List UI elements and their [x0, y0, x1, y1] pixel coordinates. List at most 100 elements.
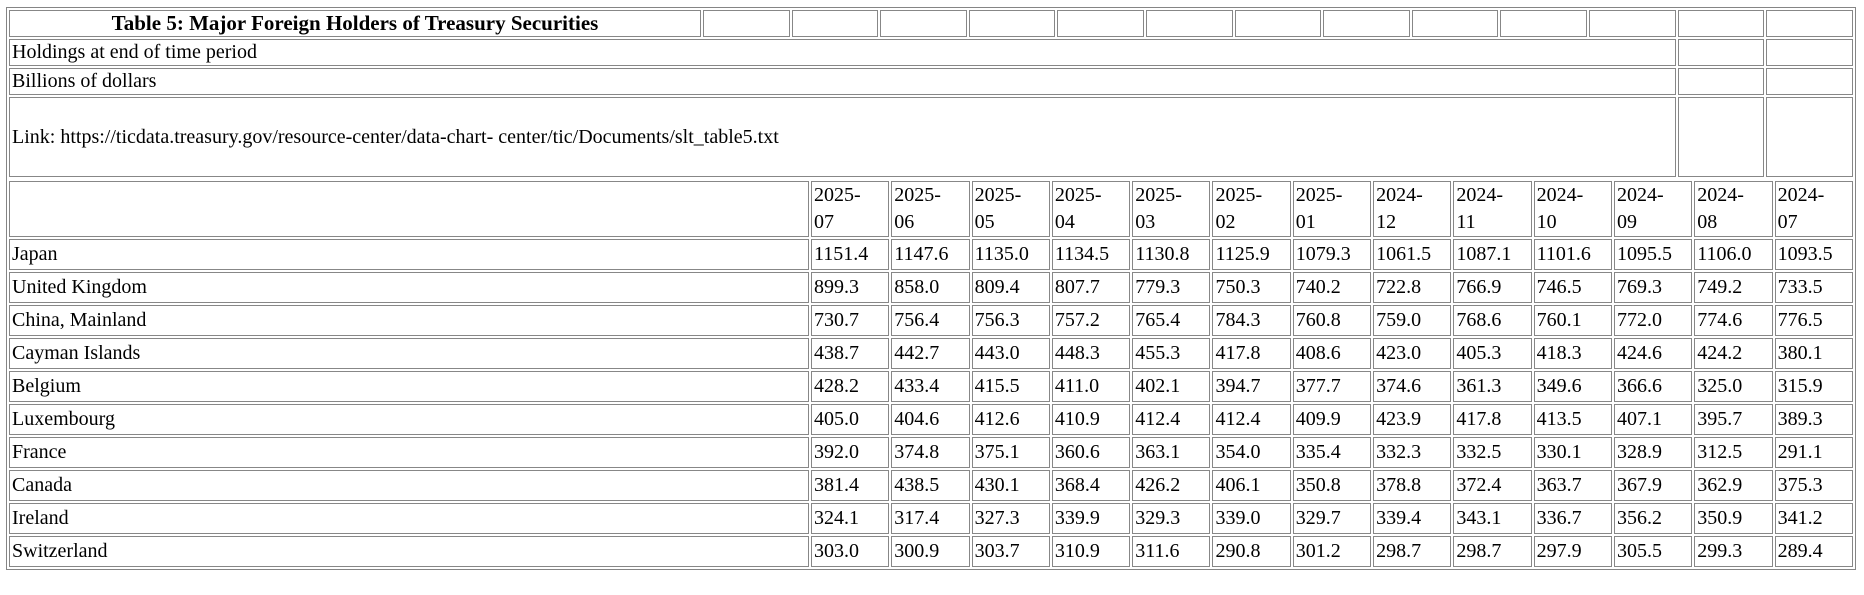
- empty-cell: [968, 10, 1056, 37]
- holding-value: 1125.9: [1212, 239, 1291, 270]
- holding-value: 405.0: [811, 404, 890, 435]
- country-row: Belgium 428.2 433.4 415.5 411.0 402.1 394.7 377…: [9, 371, 1853, 402]
- holding-value: 339.0: [1212, 503, 1291, 534]
- holding-value: 1079.3: [1292, 239, 1372, 270]
- holding-value: 378.8: [1373, 470, 1452, 501]
- holding-value: 311.6: [1132, 536, 1211, 567]
- holding-value: 330.1: [1533, 437, 1612, 468]
- holding-value: 328.9: [1613, 437, 1693, 468]
- holding-value: 809.4: [971, 272, 1050, 303]
- holding-value: 367.9: [1613, 470, 1693, 501]
- month-header: 2025- 01: [1292, 181, 1372, 237]
- holding-value: 412.4: [1212, 404, 1291, 435]
- empty-cell: [1677, 68, 1765, 95]
- holding-value: 339.4: [1373, 503, 1452, 534]
- holding-value: 332.5: [1453, 437, 1532, 468]
- holding-value: 392.0: [811, 437, 890, 468]
- empty-cell: [703, 10, 790, 37]
- holding-value: 312.5: [1694, 437, 1773, 468]
- holding-value: 760.8: [1292, 305, 1372, 336]
- holding-value: 374.6: [1373, 371, 1452, 402]
- holding-value: 404.6: [891, 404, 970, 435]
- holding-value: 757.2: [1051, 305, 1131, 336]
- holding-value: 1087.1: [1453, 239, 1532, 270]
- country-label: Japan: [9, 239, 809, 270]
- country-row: Ireland 324.1 317.4 327.3 339.9 329.3 339.0 329…: [9, 503, 1853, 534]
- holding-value: 339.9: [1051, 503, 1131, 534]
- country-row: United Kingdom 899.3 858.0 809.4 807.7 779.3 7…: [9, 272, 1853, 303]
- holding-value: 733.5: [1774, 272, 1853, 303]
- units-note: Billions of dollars: [9, 68, 1676, 95]
- holding-value: 779.3: [1132, 272, 1211, 303]
- empty-cell: [1677, 97, 1765, 177]
- holding-value: 746.5: [1533, 272, 1612, 303]
- holding-value: 412.4: [1132, 404, 1211, 435]
- month-header: 2024- 12: [1373, 181, 1452, 237]
- holding-value: 356.2: [1613, 503, 1693, 534]
- holding-value: 428.2: [811, 371, 890, 402]
- holding-value: 360.6: [1051, 437, 1131, 468]
- holding-value: 807.7: [1051, 272, 1131, 303]
- source-link-text: Link: https://ticdata.treasury.gov/resou…: [9, 97, 1676, 177]
- holding-value: 317.4: [891, 503, 970, 534]
- holding-value: 336.7: [1533, 503, 1612, 534]
- holding-value: 335.4: [1292, 437, 1372, 468]
- holding-value: 410.9: [1051, 404, 1131, 435]
- holding-value: 776.5: [1774, 305, 1853, 336]
- month-header: 2025- 05: [971, 181, 1050, 237]
- month-header: 2024- 09: [1613, 181, 1693, 237]
- holding-value: 750.3: [1212, 272, 1291, 303]
- holding-value: 1101.6: [1533, 239, 1612, 270]
- holding-value: 380.1: [1774, 338, 1853, 369]
- country-label: Luxembourg: [9, 404, 809, 435]
- holding-value: 362.9: [1694, 470, 1773, 501]
- holding-value: 402.1: [1132, 371, 1211, 402]
- column-header-row: 2025- 07 2025- 06 2025- 05 2025- 04 2025- 03 2025-…: [9, 181, 1853, 237]
- holding-value: 324.1: [811, 503, 890, 534]
- holding-value: 329.3: [1132, 503, 1211, 534]
- holding-value: 424.6: [1613, 338, 1693, 369]
- holding-value: 768.6: [1453, 305, 1532, 336]
- holding-value: 405.3: [1453, 338, 1532, 369]
- treasury-holders-table: Table 5: Major Foreign Holders of Treasu…: [6, 7, 1856, 570]
- holding-value: 325.0: [1694, 371, 1773, 402]
- holding-value: 310.9: [1051, 536, 1131, 567]
- holding-value: 1134.5: [1051, 239, 1131, 270]
- country-row: China, Mainland 730.7 756.4 756.3 757.2 765.4…: [9, 305, 1853, 336]
- holding-value: 343.1: [1453, 503, 1532, 534]
- empty-cell: [1766, 68, 1853, 95]
- holding-value: 315.9: [1774, 371, 1853, 402]
- holding-value: 442.7: [891, 338, 970, 369]
- holding-value: 409.9: [1292, 404, 1372, 435]
- month-header: 2025- 04: [1051, 181, 1131, 237]
- country-row: Canada 381.4 438.5 430.1 368.4 426.2 406.1 350.…: [9, 470, 1853, 501]
- country-row: France 392.0 374.8 375.1 360.6 363.1 354.0 335.…: [9, 437, 1853, 468]
- holding-value: 438.7: [811, 338, 890, 369]
- empty-cell: [791, 10, 879, 37]
- holding-value: 406.1: [1212, 470, 1291, 501]
- holding-value: 329.7: [1292, 503, 1372, 534]
- holding-value: 722.8: [1373, 272, 1452, 303]
- month-header: 2025- 07: [811, 181, 890, 237]
- holding-value: 423.9: [1373, 404, 1452, 435]
- holding-value: 411.0: [1051, 371, 1131, 402]
- holding-value: 354.0: [1212, 437, 1291, 468]
- holding-value: 1095.5: [1613, 239, 1693, 270]
- holding-value: 1130.8: [1132, 239, 1211, 270]
- holding-value: 349.6: [1533, 371, 1612, 402]
- holding-value: 784.3: [1212, 305, 1291, 336]
- holding-value: 899.3: [811, 272, 890, 303]
- holding-value: 1135.0: [971, 239, 1050, 270]
- empty-cell: [1234, 10, 1322, 37]
- holding-value: 430.1: [971, 470, 1050, 501]
- country-label: Canada: [9, 470, 809, 501]
- title-row: Table 5: Major Foreign Holders of Treasu…: [9, 10, 1853, 37]
- empty-cell: [1677, 39, 1765, 66]
- table-title: Table 5: Major Foreign Holders of Treasu…: [9, 10, 701, 37]
- holding-value: 418.3: [1533, 338, 1612, 369]
- empty-cell: [1677, 10, 1765, 37]
- holding-value: 341.2: [1774, 503, 1853, 534]
- country-row: Japan 1151.4 1147.6 1135.0 1134.5 1130.8 1125.…: [9, 239, 1853, 270]
- holdings-note: Holdings at end of time period: [9, 39, 1676, 66]
- month-header: 2025- 06: [891, 181, 970, 237]
